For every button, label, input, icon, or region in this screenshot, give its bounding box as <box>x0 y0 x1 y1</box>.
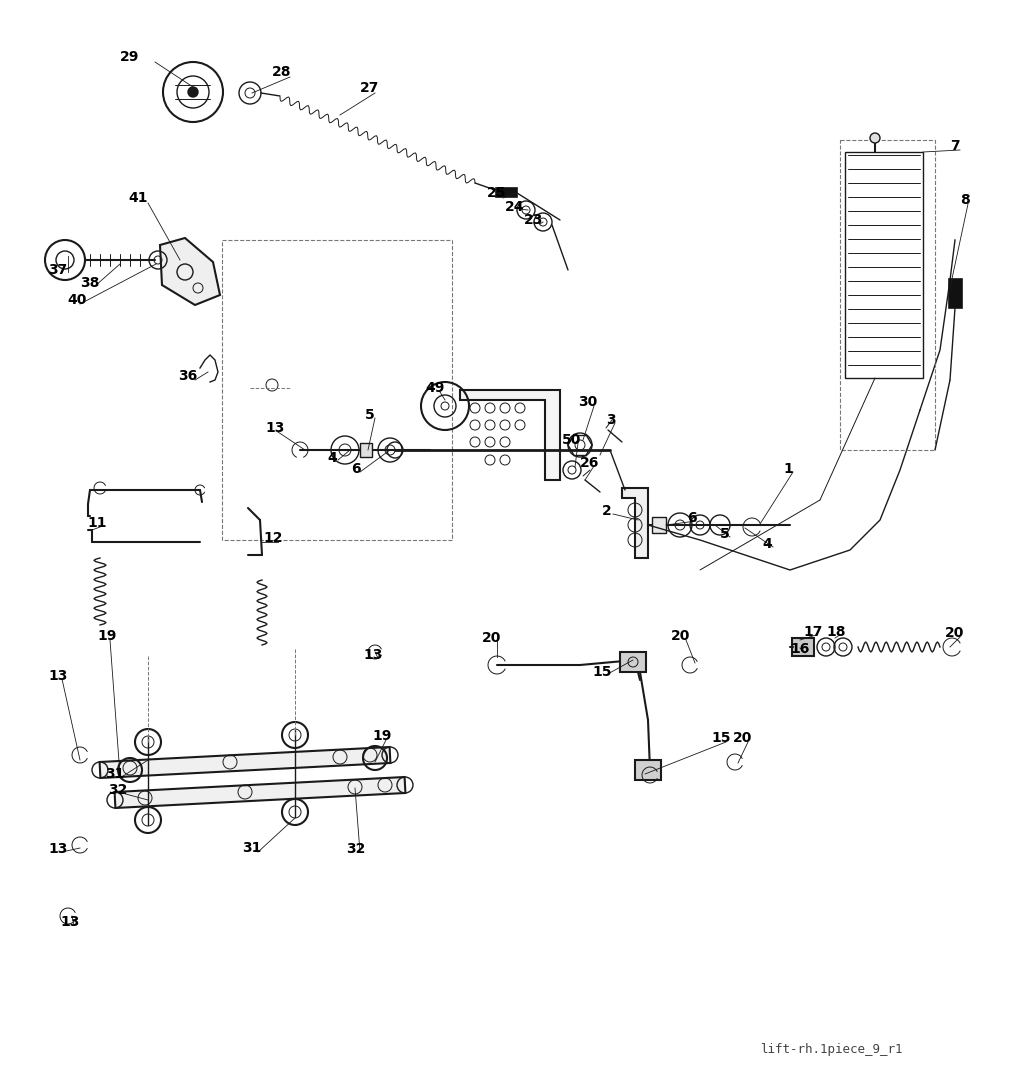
Circle shape <box>870 133 880 143</box>
Text: 30: 30 <box>579 395 598 409</box>
Text: 2: 2 <box>602 504 612 518</box>
Text: 49: 49 <box>425 381 444 395</box>
Text: 13: 13 <box>48 842 68 856</box>
Text: 37: 37 <box>48 264 68 277</box>
Text: 1: 1 <box>783 462 793 476</box>
Text: 38: 38 <box>80 276 99 290</box>
Text: 13: 13 <box>364 648 383 662</box>
Text: 4: 4 <box>327 451 337 465</box>
Text: 24: 24 <box>505 200 524 215</box>
Text: 31: 31 <box>105 767 125 781</box>
Text: 3: 3 <box>606 413 615 427</box>
Text: 15: 15 <box>712 731 731 745</box>
Text: 16: 16 <box>791 643 810 656</box>
Circle shape <box>188 87 198 97</box>
Text: 20: 20 <box>945 626 965 640</box>
Bar <box>495 187 517 197</box>
Text: 17: 17 <box>803 625 822 639</box>
Polygon shape <box>115 778 406 808</box>
Text: 19: 19 <box>373 729 392 743</box>
Text: 8: 8 <box>961 193 970 207</box>
Bar <box>620 652 646 672</box>
Bar <box>635 760 662 780</box>
Text: 12: 12 <box>263 531 283 544</box>
Text: 20: 20 <box>482 631 502 645</box>
Text: 29: 29 <box>120 50 139 64</box>
Text: 41: 41 <box>128 191 147 205</box>
Text: 23: 23 <box>524 213 544 227</box>
Polygon shape <box>622 488 648 558</box>
Text: 5: 5 <box>366 408 375 423</box>
Text: 13: 13 <box>60 915 80 929</box>
Text: 7: 7 <box>950 139 959 152</box>
Text: 15: 15 <box>592 665 611 680</box>
Text: 19: 19 <box>97 629 117 643</box>
Text: 13: 13 <box>48 669 68 683</box>
Text: 26: 26 <box>581 456 600 470</box>
Text: 20: 20 <box>672 629 690 643</box>
Text: 28: 28 <box>272 65 292 79</box>
Bar <box>652 517 666 533</box>
Polygon shape <box>160 238 220 305</box>
Bar <box>222 240 452 540</box>
Polygon shape <box>99 747 390 778</box>
Bar <box>792 638 814 656</box>
Text: 32: 32 <box>109 783 128 797</box>
Bar <box>360 443 372 457</box>
Text: 40: 40 <box>68 293 87 307</box>
Bar <box>845 152 923 378</box>
Text: 13: 13 <box>265 421 285 435</box>
Bar <box>948 278 962 308</box>
Text: 20: 20 <box>733 731 753 745</box>
Text: 50: 50 <box>562 433 582 446</box>
Text: 36: 36 <box>178 369 198 383</box>
Text: 32: 32 <box>346 842 366 856</box>
Text: 27: 27 <box>360 81 380 95</box>
Text: lift-rh.1piece_9_r1: lift-rh.1piece_9_r1 <box>760 1043 902 1056</box>
Text: 18: 18 <box>826 625 846 639</box>
Text: 25: 25 <box>487 186 507 200</box>
Text: 4: 4 <box>762 537 772 551</box>
Bar <box>840 140 935 450</box>
Text: 31: 31 <box>243 841 262 855</box>
Text: 11: 11 <box>87 516 106 530</box>
Text: 5: 5 <box>720 527 730 541</box>
Text: 6: 6 <box>351 462 360 476</box>
Polygon shape <box>460 390 560 480</box>
Text: 6: 6 <box>687 511 696 525</box>
